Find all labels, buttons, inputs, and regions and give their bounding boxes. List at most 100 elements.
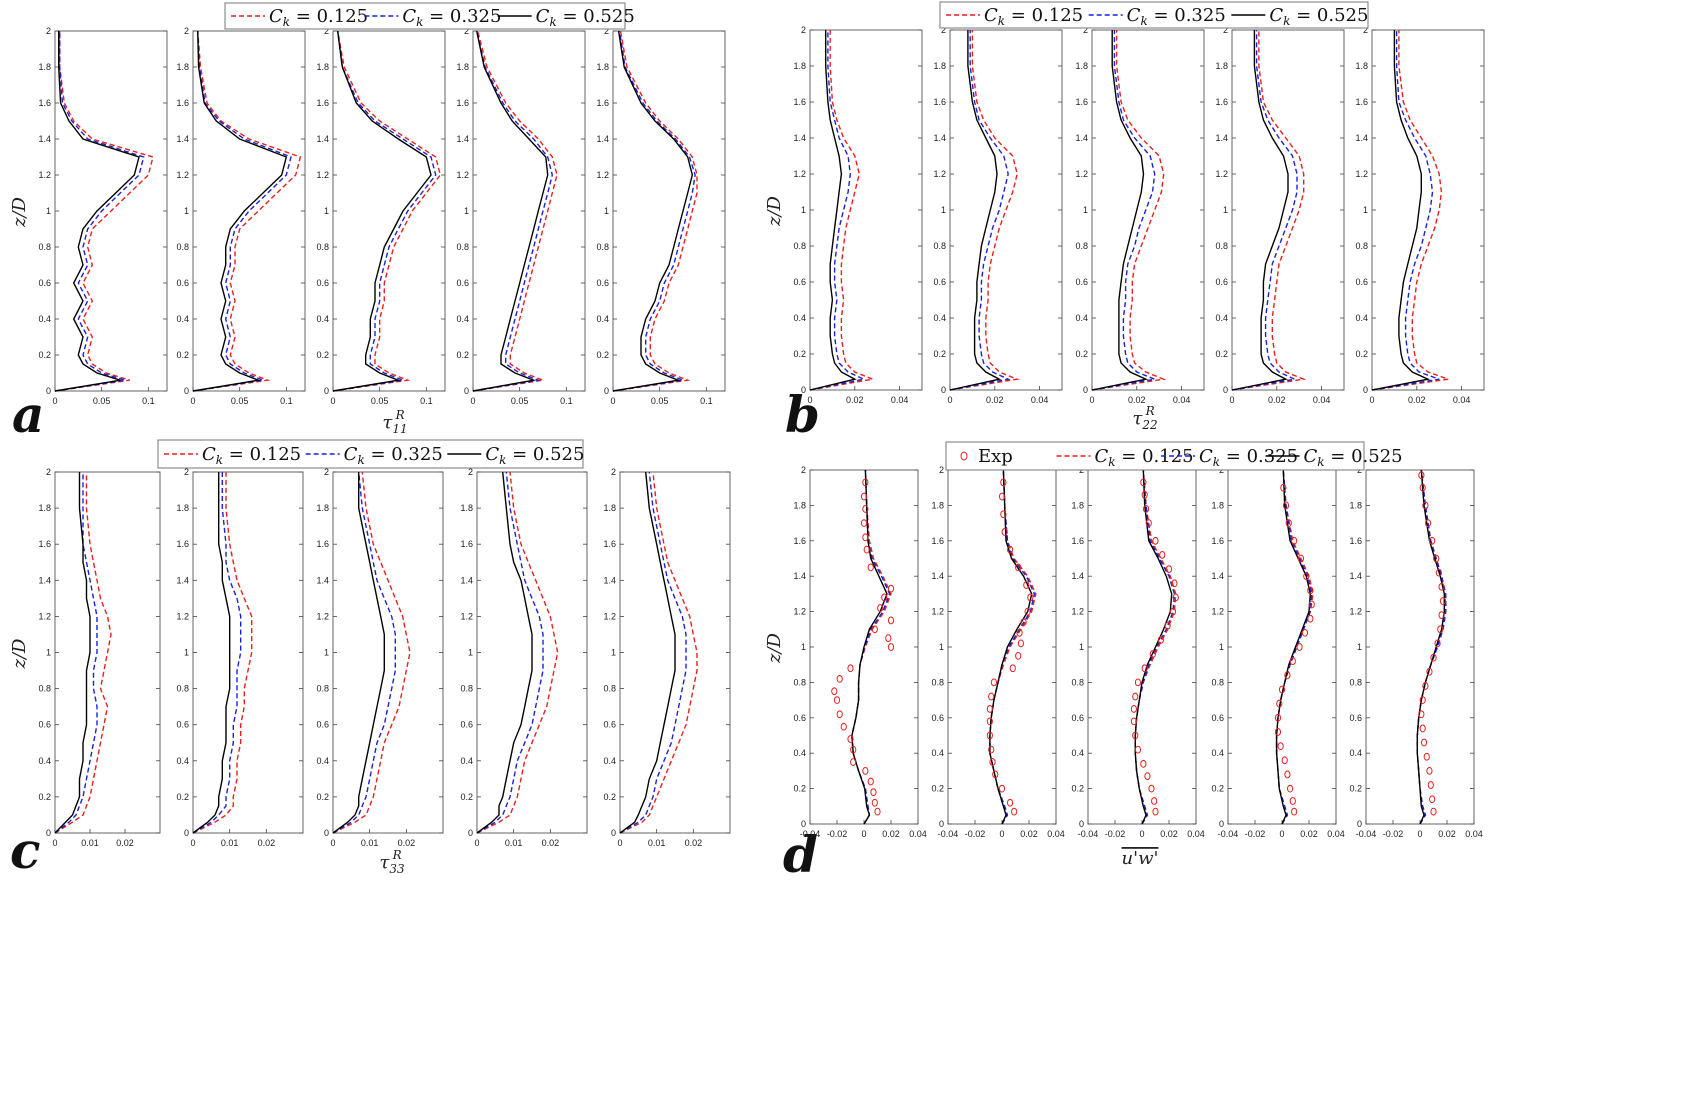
y-tick-label: 1.8	[176, 62, 189, 72]
legend-label-ck325: Ck = 0.325	[1127, 5, 1226, 28]
y-tick-label: 1.4	[38, 134, 51, 144]
x-tick-label: 0.04	[891, 395, 909, 405]
y-tick-label: 0.6	[176, 278, 189, 288]
y-tick-label: 2	[468, 467, 473, 477]
series-line-ck525	[851, 469, 888, 825]
y-tick-label: 1.6	[793, 536, 806, 546]
y-tick-label: 1.8	[596, 62, 609, 72]
series-line-ck525	[1134, 469, 1173, 825]
x-tick-label: 0	[330, 838, 335, 848]
panel-a: az/D00.20.40.60.811.21.41.61.820 0.05 0.10…	[9, 2, 726, 444]
exp-marker	[1020, 618, 1027, 627]
legend-label-ck325: Ck = 0.325	[402, 6, 501, 29]
series-line-ck325	[192, 472, 242, 834]
y-tick-label: 0.4	[176, 756, 189, 766]
y-tick-label: 1.6	[460, 539, 473, 549]
x-tick-label: 0	[190, 838, 195, 848]
series-line-ck325	[54, 31, 145, 392]
exp-marker	[862, 505, 869, 513]
y-tick-label: 1.6	[1355, 97, 1368, 107]
x-tick-label: 0	[610, 396, 615, 406]
x-tick-label: 0.05	[651, 396, 669, 406]
series-line-ck525	[809, 30, 857, 391]
y-tick-label: 0	[184, 386, 189, 396]
y-tick-label: 0	[939, 819, 944, 829]
exp-marker	[1291, 807, 1298, 816]
exp-marker	[1000, 478, 1007, 487]
y-tick-label: 0.8	[456, 242, 469, 252]
x-axis-label: τ22R	[1132, 404, 1157, 432]
y-tick-label: 0.2	[316, 792, 329, 802]
y-tick-label: 1.4	[456, 134, 469, 144]
exp-marker	[1134, 745, 1142, 754]
y-tick-label: 0.2	[933, 349, 946, 359]
y-tick-label: 0.6	[793, 713, 806, 723]
y-tick-label: 1	[604, 206, 609, 216]
exp-marker	[1439, 597, 1447, 605]
exp-marker	[1141, 664, 1148, 673]
y-tick-label: 1.4	[1075, 133, 1088, 143]
subplot-b-4: 0 0.2 0.4 0.6 0.8 1 1.2 1.4 1.6 1.8 2 0 0.02 0.04	[1215, 25, 1345, 405]
exp-marker	[836, 674, 843, 683]
y-tick-label: 1	[611, 648, 616, 658]
axes-frame	[192, 30, 306, 392]
x-tick-label: 0.1	[560, 396, 573, 406]
panel-letter-d: d	[783, 825, 818, 884]
exp-marker	[1284, 770, 1291, 779]
series-line-ck125	[332, 471, 411, 834]
legend-label-ck325: Ck = 0.325	[1199, 446, 1298, 469]
x-tick-label: 0	[1417, 829, 1422, 839]
exp-marker	[850, 745, 857, 754]
subplot-c-4: 0 0.2 0.4 0.6 0.8 1 1.2 1.4 1.6 1.8 2 0 0.01 0.02	[460, 467, 588, 848]
y-tick-label: 0.6	[1215, 277, 1228, 287]
y-tick-label: 1.2	[603, 611, 616, 621]
series-line-ck325	[192, 30, 292, 392]
y-tick-label: 0.8	[596, 242, 609, 252]
exp-marker	[887, 584, 895, 593]
exp-marker	[1419, 696, 1426, 704]
y-tick-label: 1.8	[931, 500, 944, 510]
y-tick-label: 1.2	[1355, 169, 1368, 179]
y-tick-label: 0.2	[316, 350, 329, 360]
axes-frame	[1091, 29, 1205, 391]
y-tick-label: 0.2	[460, 792, 473, 802]
y-tick-label: 2	[1363, 25, 1368, 35]
subplot-a-5: 0 0.2 0.4 0.6 0.8 1 1.2 1.4 1.6 1.8 2 0 0.05 0.1	[596, 26, 726, 406]
exp-marker	[1284, 671, 1291, 680]
y-tick-label: 1.8	[1071, 500, 1084, 510]
y-tick-label: 1.4	[596, 134, 609, 144]
legend-c: Ck = 0.125 Ck = 0.325 Ck = 0.525	[157, 439, 584, 469]
x-tick-label: 0	[947, 395, 952, 405]
exp-marker	[1016, 628, 1023, 637]
axes-frame	[1227, 469, 1337, 825]
series-line-ck325	[1091, 30, 1158, 391]
y-axis-label: z/D	[764, 632, 785, 664]
y-tick-label: 0	[184, 828, 189, 838]
exp-marker	[1291, 536, 1298, 545]
y-tick-label: 1	[1079, 642, 1084, 652]
y-tick-label: 0.6	[931, 713, 944, 723]
y-tick-label: 1.2	[793, 169, 806, 179]
y-tick-label: 0.4	[793, 313, 806, 323]
exp-marker	[1164, 621, 1171, 630]
y-tick-label: 1.8	[460, 503, 473, 513]
series-line-ck325	[332, 30, 437, 392]
panel-c: c z/D 0 0.2 0.4 0.6 0.8 1 1.2 1.4 1.6 1.8 2 0 0.01 0.02…	[9, 439, 731, 880]
panel-d: d z/D 0 0.2 0.4 0.6 0.8 1 1.2 1.4 1.6 1.8 2 -0.04 -0.0…	[764, 441, 1483, 884]
x-tick-label: 0.02	[846, 395, 864, 405]
y-tick-label: 1	[1357, 642, 1362, 652]
subplot-c-1: 0 0.2 0.4 0.6 0.8 1 1.2 1.4 1.6 1.8 2 0 0.01 0.02	[38, 467, 161, 848]
y-tick-label: 0.2	[456, 350, 469, 360]
exp-marker	[1289, 657, 1296, 666]
y-tick-label: 2	[801, 25, 806, 35]
series-line-ck125	[192, 30, 302, 392]
y-tick-label: 2	[464, 26, 469, 36]
y-tick-label: 1	[184, 648, 189, 658]
y-tick-label: 1.4	[931, 571, 944, 581]
y-tick-label: 1.4	[316, 134, 329, 144]
y-tick-label: 2	[324, 26, 329, 36]
x-tick-label: -0.02	[827, 829, 848, 839]
series-line-ck125	[851, 469, 892, 825]
x-tick-label: 0	[52, 396, 57, 406]
exp-marker	[1134, 678, 1142, 687]
